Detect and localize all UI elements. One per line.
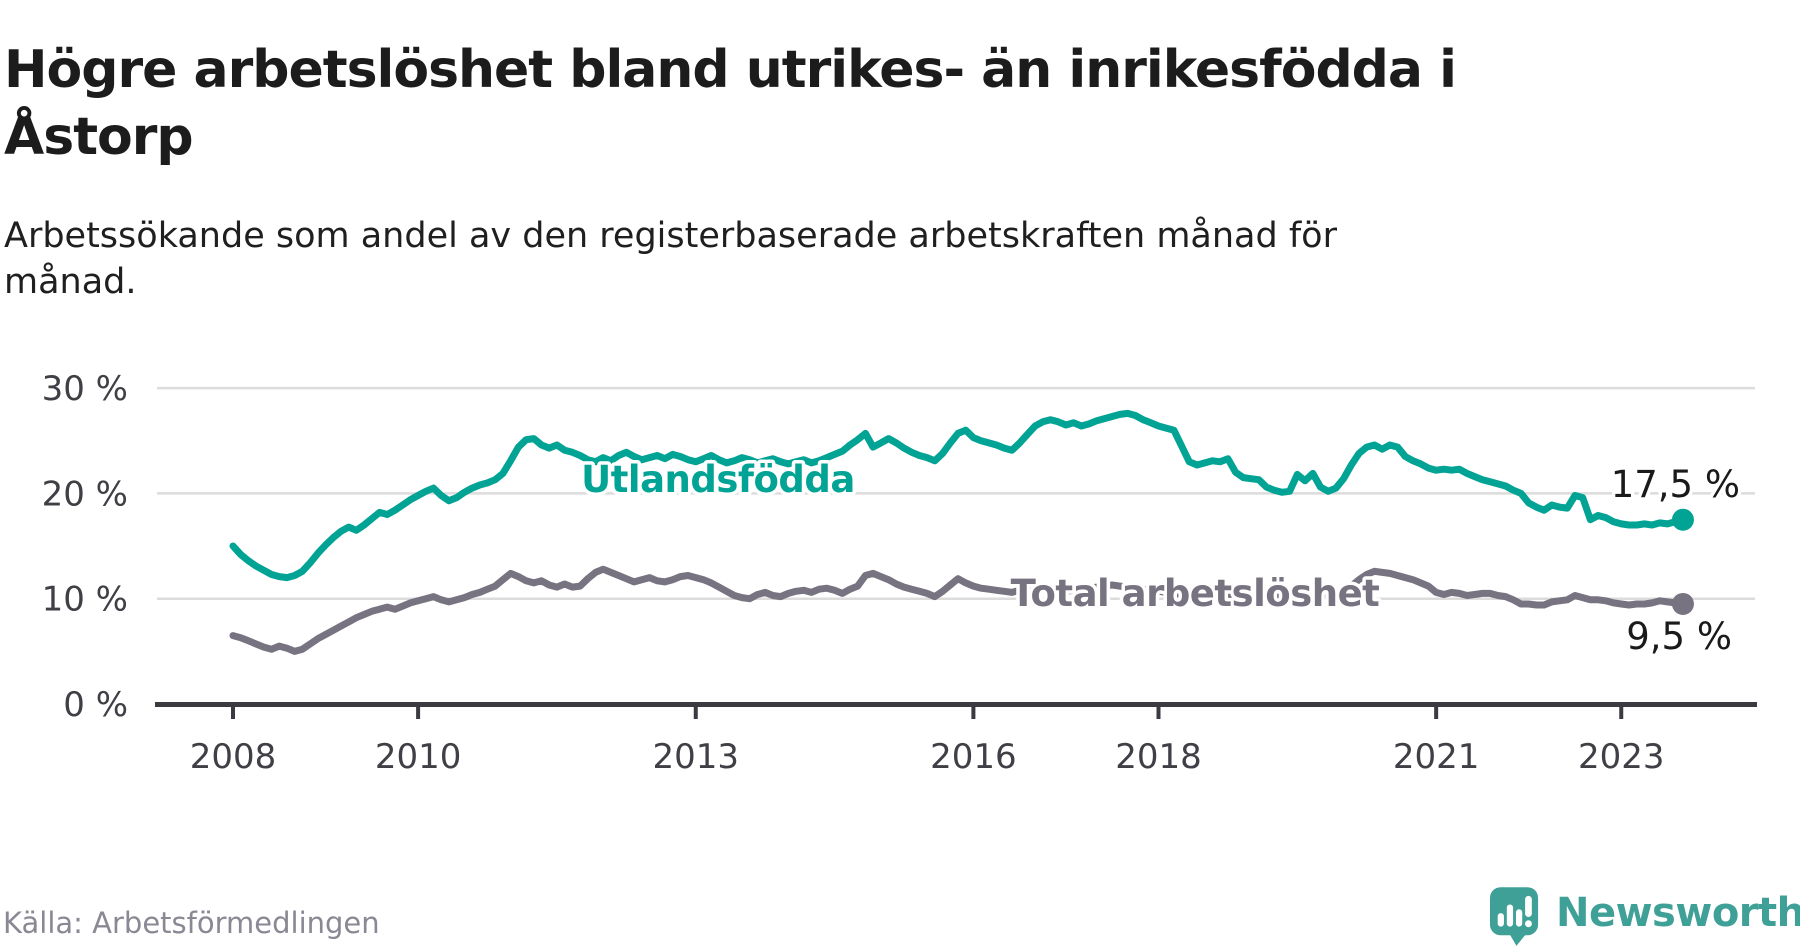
x-axis-line [155, 702, 1757, 707]
series-end-dot-utlandsfodda [1671, 508, 1694, 531]
title-line-1: Högre arbetslöshet bland utrikes- än inr… [4, 39, 1457, 100]
x-axis-tick [971, 707, 976, 719]
newsworthy-wordmark: Newsworthy [1556, 890, 1800, 936]
subtitle-line-1: Arbetssökande som andel av den registerb… [4, 216, 1337, 256]
y-axis-tick-label: 20 % [42, 474, 128, 514]
newsworthy-icon [1490, 887, 1539, 946]
x-axis-tick-label: 2021 [1393, 737, 1480, 777]
x-axis-tick-label: 2016 [930, 737, 1017, 777]
series-label-utlandsfodda: Utlandsfödda [581, 458, 855, 501]
x-axis-tick [1156, 707, 1161, 719]
x-axis-tick-label: 2010 [375, 737, 462, 777]
x-axis-tick-label: 2013 [652, 737, 739, 777]
newsworthy-logo: Newsworthy [1490, 886, 1800, 948]
x-axis-tick-label: 2023 [1578, 737, 1665, 777]
y-axis-tick-label: 0 % [63, 685, 128, 725]
x-axis-tick [416, 707, 421, 719]
chart-subtitle: Arbetssökande som andel av den registerb… [4, 213, 1744, 305]
series-line-utlandsfodda [229, 409, 1687, 582]
end-value-label-total: 9,5 % [1626, 615, 1732, 658]
title-line-2: Åstorp [4, 106, 194, 167]
x-axis-tick [1619, 707, 1624, 719]
x-axis-tick [693, 707, 698, 719]
x-axis-tick-label: 2018 [1115, 737, 1202, 777]
y-axis-tick-label: 10 % [42, 580, 128, 620]
x-axis-tick [1434, 707, 1439, 719]
page-title: Högre arbetslöshet bland utrikes- än inr… [4, 37, 1744, 171]
source-note: Källa: Arbetsförmedlingen [3, 906, 380, 940]
x-axis-tick [231, 707, 235, 719]
x-axis-tick-label: 2008 [190, 737, 277, 777]
y-axis-tick-label: 30 % [42, 369, 128, 409]
series-label-total: Total arbetslöshet [1011, 572, 1380, 615]
series-end-dot-total [1671, 592, 1694, 615]
series-line-total [229, 565, 1687, 655]
end-value-label-utlandsfodda: 17,5 % [1611, 463, 1740, 506]
subtitle-line-2: månad. [4, 262, 137, 302]
